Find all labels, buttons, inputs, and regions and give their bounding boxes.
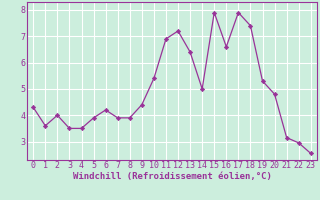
X-axis label: Windchill (Refroidissement éolien,°C): Windchill (Refroidissement éolien,°C) [73,172,271,181]
